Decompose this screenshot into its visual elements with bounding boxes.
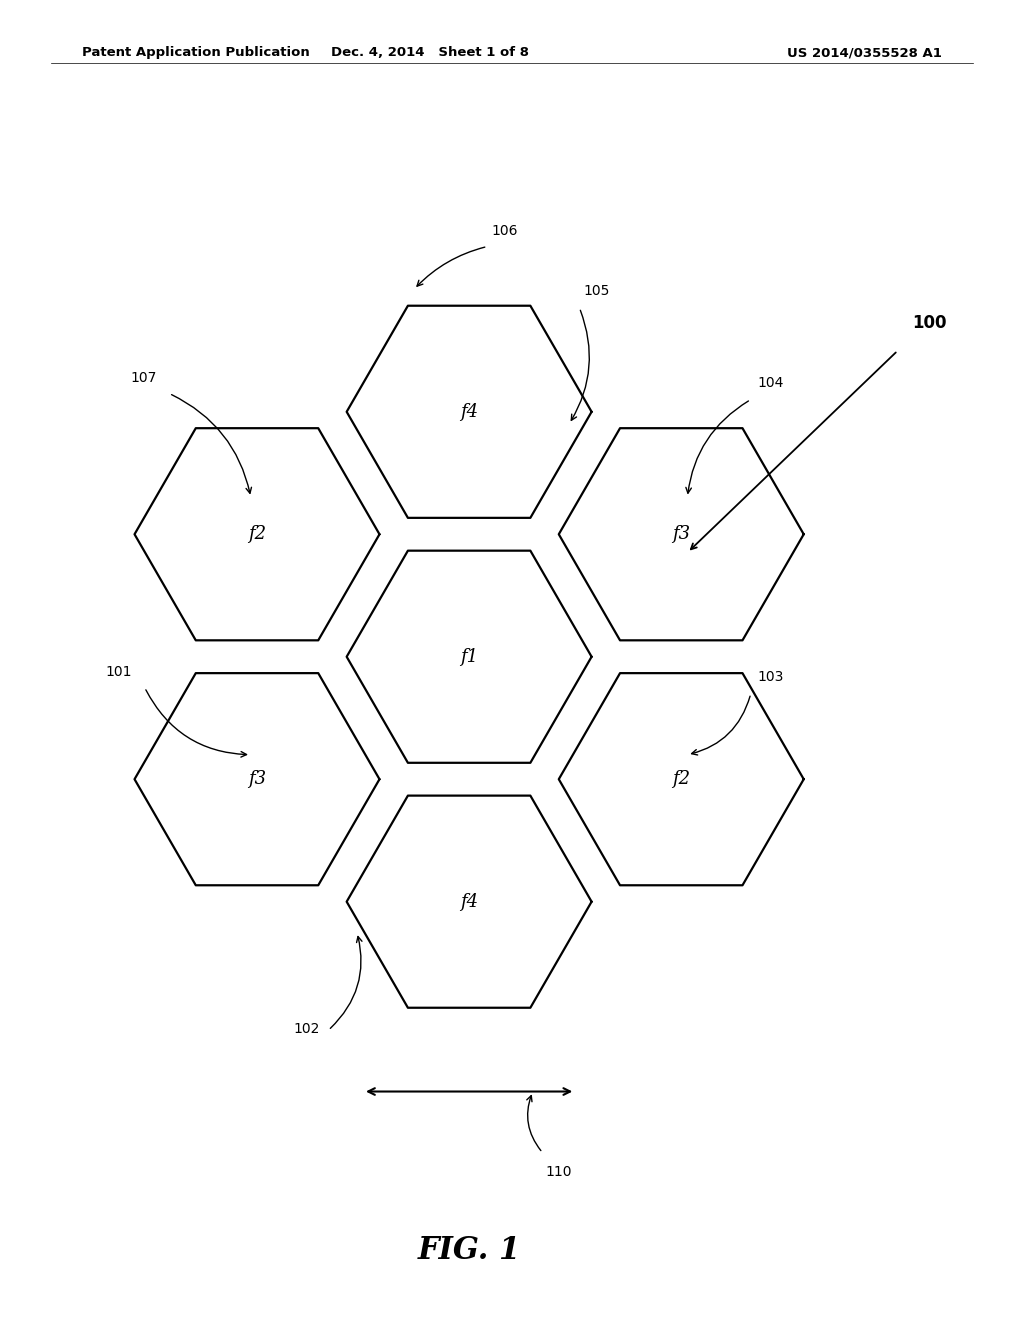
Text: 103: 103: [757, 669, 783, 684]
Text: 104: 104: [757, 376, 783, 389]
Text: 102: 102: [293, 1022, 319, 1036]
Text: 100: 100: [912, 314, 947, 333]
Text: Dec. 4, 2014   Sheet 1 of 8: Dec. 4, 2014 Sheet 1 of 8: [331, 46, 529, 59]
Text: f2: f2: [672, 770, 690, 788]
Text: 106: 106: [492, 224, 518, 238]
Text: f1: f1: [460, 648, 478, 665]
Text: f3: f3: [248, 770, 266, 788]
Text: FIG. 1: FIG. 1: [418, 1236, 521, 1266]
Text: f2: f2: [248, 525, 266, 544]
Text: 110: 110: [545, 1166, 571, 1179]
Text: f4: f4: [460, 892, 478, 911]
Text: Patent Application Publication: Patent Application Publication: [82, 46, 309, 59]
Text: f3: f3: [672, 525, 690, 544]
Text: US 2014/0355528 A1: US 2014/0355528 A1: [787, 46, 942, 59]
Text: f4: f4: [460, 403, 478, 421]
Text: 107: 107: [130, 371, 157, 385]
Text: 105: 105: [583, 284, 609, 298]
Text: 101: 101: [105, 665, 132, 678]
